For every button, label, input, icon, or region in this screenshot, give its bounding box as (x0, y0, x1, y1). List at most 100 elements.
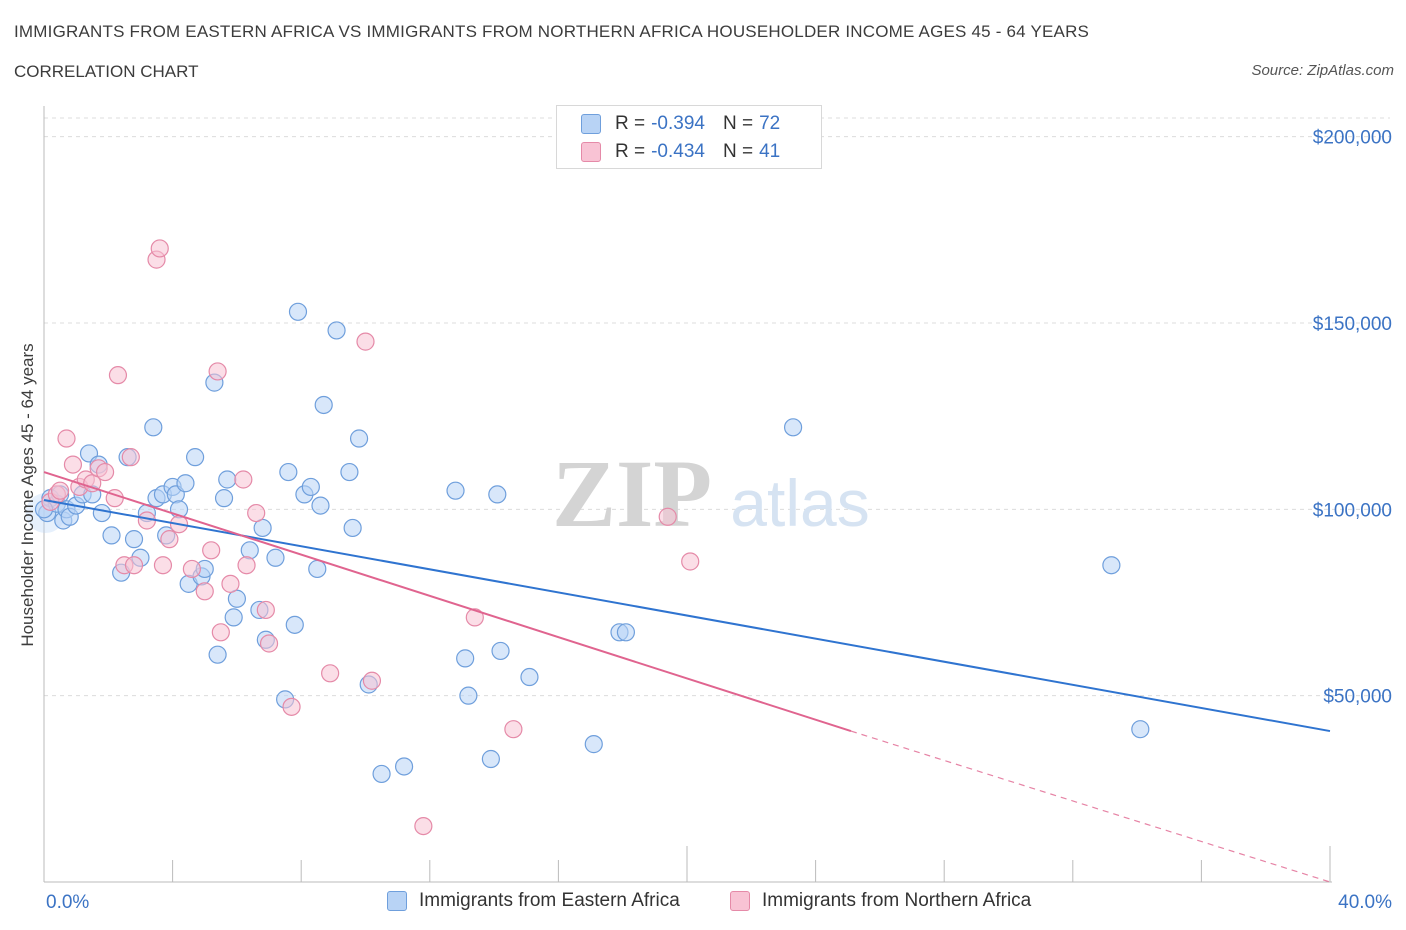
data-point (301, 477, 320, 497)
data-point (247, 503, 266, 523)
data-point (520, 667, 539, 687)
data-point (488, 485, 507, 504)
trend-lines (43, 471, 1331, 883)
data-point (214, 489, 234, 508)
data-point (343, 518, 362, 538)
legend-n-value: 41 (759, 141, 781, 162)
y-tick-label: $100,000 (1313, 500, 1392, 521)
data-point (783, 418, 803, 437)
chart-subtitle: CORRELATION CHART (14, 62, 199, 81)
legend-row-eastern: R = -0.394 N = 72 (581, 111, 780, 137)
legend-n-label: N = (722, 141, 754, 162)
legend-r-value: -0.434 (651, 141, 705, 162)
data-point (224, 608, 243, 627)
data-point (504, 720, 523, 739)
y-tick-label: $200,000 (1313, 128, 1392, 149)
y-tick-label: $50,000 (1323, 687, 1392, 708)
data-point (176, 474, 195, 493)
series-legend-eastern: Immigrants from Eastern Africa (387, 888, 680, 914)
data-point (356, 332, 375, 351)
legend-r-label: R = (615, 113, 646, 134)
source-note: Source: ZipAtlas.com (1251, 62, 1394, 79)
watermark: ZIP atlas (552, 440, 870, 547)
data-point (102, 526, 121, 545)
series-legend-eastern-swatch (387, 891, 407, 911)
legend-r-label: R = (615, 141, 646, 162)
data-point (57, 429, 76, 448)
data-point (259, 634, 279, 653)
data-point (237, 556, 256, 575)
data-point (394, 757, 414, 776)
data-point (456, 649, 475, 668)
y-axis-label: Householder Income Ages 45 - 64 years (18, 343, 37, 647)
legend-swatch-eastern (581, 114, 601, 134)
data-point (221, 574, 240, 593)
data-point (153, 556, 173, 575)
grid-lines (44, 117, 1390, 697)
trend-line-northern (43, 471, 852, 733)
data-point (491, 641, 510, 661)
legend-n-value: 72 (759, 113, 781, 134)
data-point (211, 623, 230, 642)
data-point (1131, 720, 1150, 739)
data-point (63, 455, 83, 474)
data-point (160, 530, 179, 549)
x-tick-label: 40.0% (1338, 892, 1392, 913)
data-point (202, 541, 221, 560)
series-legend-northern-swatch (730, 891, 750, 911)
data-point (266, 548, 285, 567)
series-legend-northern: Immigrants from Northern Africa (730, 888, 1031, 914)
legend-row-northern: R = -0.434 N = 41 (581, 139, 780, 165)
data-point (1102, 556, 1121, 575)
data-point (465, 608, 484, 627)
data-point (218, 470, 237, 489)
legend-r-value: -0.394 (651, 113, 705, 134)
data-point (616, 623, 636, 642)
data-point (256, 600, 275, 620)
legend-swatch-northern (581, 142, 601, 162)
data-point (481, 749, 500, 769)
data-point (414, 816, 433, 836)
data-point (658, 507, 677, 526)
data-point (372, 764, 391, 784)
data-point (327, 321, 346, 340)
data-point (279, 462, 298, 482)
data-point (144, 418, 163, 437)
data-point (182, 559, 201, 579)
data-point (124, 530, 144, 549)
data-point (681, 552, 700, 571)
data-point (308, 559, 327, 579)
chart-title: IMMIGRANTS FROM EASTERN AFRICA VS IMMIGR… (14, 22, 1090, 41)
series-legend-northern-label: Immigrants from Northern Africa (762, 890, 1032, 911)
data-point (208, 645, 227, 664)
data-point (124, 556, 144, 575)
watermark-zip: ZIP (552, 440, 712, 547)
trend-line-northern-extension (850, 730, 1331, 883)
trend-line-eastern (43, 499, 1331, 733)
data-point (186, 448, 205, 467)
data-point (108, 366, 128, 385)
data-point (446, 481, 465, 500)
data-point (285, 615, 304, 634)
legend-n-label: N = (722, 113, 754, 134)
x-tick-label: 0.0% (46, 892, 89, 913)
data-point (208, 362, 227, 381)
data-point (584, 735, 603, 754)
data-point (459, 686, 478, 705)
data-point (121, 448, 140, 467)
data-point (150, 239, 169, 258)
data-point (282, 697, 301, 716)
data-point (50, 481, 70, 500)
tick-labels: $50,000 $100,000 $150,000 $200,000 0.0% 40.0% (46, 128, 1392, 913)
data-point (92, 503, 111, 523)
data-point (321, 664, 340, 683)
data-point (340, 462, 359, 482)
data-point (314, 395, 333, 415)
data-point (195, 582, 214, 601)
data-point (240, 541, 259, 560)
series-legend-eastern-label: Immigrants from Eastern Africa (419, 890, 680, 911)
data-point (349, 429, 369, 448)
y-tick-label: $150,000 (1313, 314, 1392, 335)
data-point (311, 496, 330, 515)
data-point (95, 462, 115, 482)
